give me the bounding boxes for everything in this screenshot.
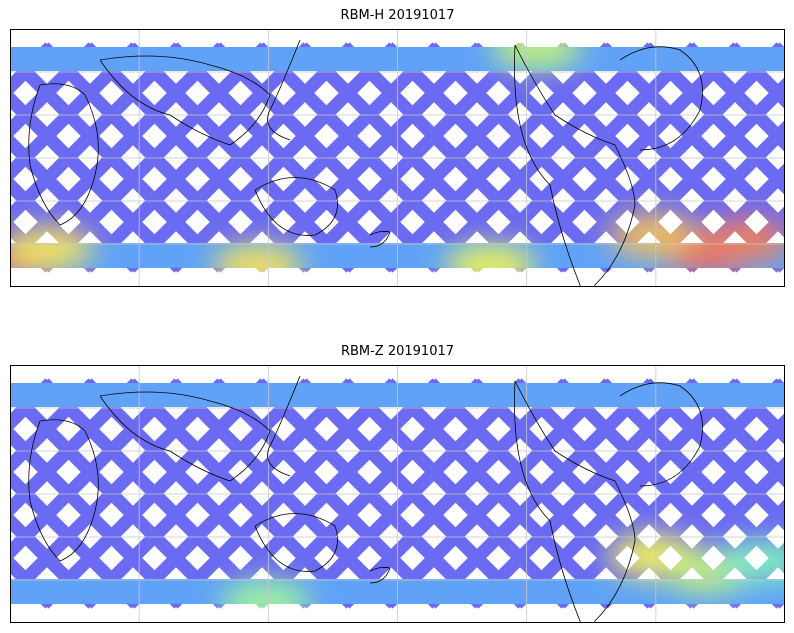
panel-1-title: RBM-H 20191017 [340, 8, 455, 23]
value-hotspot [10, 226, 94, 271]
value-hotspot [445, 244, 536, 287]
map-panel-1 [10, 29, 785, 287]
value-hotspot [716, 539, 785, 584]
swath-data [10, 29, 785, 287]
map-frame [10, 365, 785, 623]
coastline [254, 513, 338, 572]
swath-data [10, 365, 785, 623]
graticule [10, 365, 785, 623]
coastlines [28, 39, 703, 287]
coastline [514, 44, 636, 287]
coastline [514, 380, 636, 623]
coastline [28, 419, 99, 562]
panel-2-title: RBM-Z 20191017 [340, 344, 455, 359]
value-hotspot [492, 29, 582, 70]
coastline [267, 39, 301, 141]
value-hotspot [213, 244, 303, 287]
map-frame [10, 29, 785, 287]
value-hotspot [701, 218, 785, 263]
coastlines [28, 375, 703, 623]
coastline [369, 231, 391, 248]
coastline [99, 55, 271, 146]
coastline [369, 567, 391, 584]
value-hotspot [220, 580, 311, 623]
coastline [619, 382, 703, 487]
coastline [267, 375, 301, 477]
coastline [28, 83, 99, 226]
coastline [619, 46, 703, 151]
value-hotspot [608, 213, 699, 258]
map-panel-2 [10, 365, 785, 623]
graticule [10, 29, 785, 287]
coastline [254, 177, 338, 236]
coastline [99, 391, 271, 482]
